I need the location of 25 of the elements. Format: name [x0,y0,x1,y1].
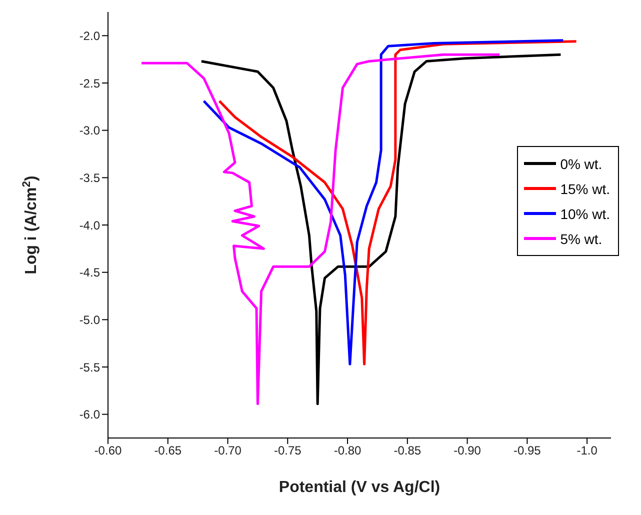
x-tick-label: -1.0 [576,444,598,458]
line-series [140,53,501,406]
x-axis-title: Potential (V vs Ag/Cl) [278,479,440,496]
legend-label: 15% wt. [560,180,610,196]
legend-label: 10% wt. [560,206,610,222]
x-tick-label: -0.60 [94,444,122,458]
x-tick-label: -0.75 [274,444,302,458]
x-tick-label: -0.65 [154,444,182,458]
y-tick-label: -6.0 [79,408,100,422]
y-tick-label: -4.5 [79,266,100,280]
y-tick-label: -4.0 [79,218,100,232]
y-tick-label: -2.0 [79,28,100,43]
y-tick-label: -3.5 [79,170,100,185]
legend-label: 5% wt. [560,230,602,246]
x-tick-label: -0.90 [454,444,482,458]
x-tick-label: -0.85 [394,444,422,458]
x-tick-label: -0.80 [334,444,362,458]
line-series [200,53,562,406]
x-tick-label: -0.95 [513,444,542,458]
y-tick-label: -2.5 [79,76,100,90]
y-tick-label: -3.0 [79,124,100,138]
x-tick-label: -0.70 [214,444,242,458]
y-tick-label: -5.5 [79,360,100,374]
y-tick-label: -5.0 [79,312,100,327]
legend-label: 0% wt. [560,156,602,172]
